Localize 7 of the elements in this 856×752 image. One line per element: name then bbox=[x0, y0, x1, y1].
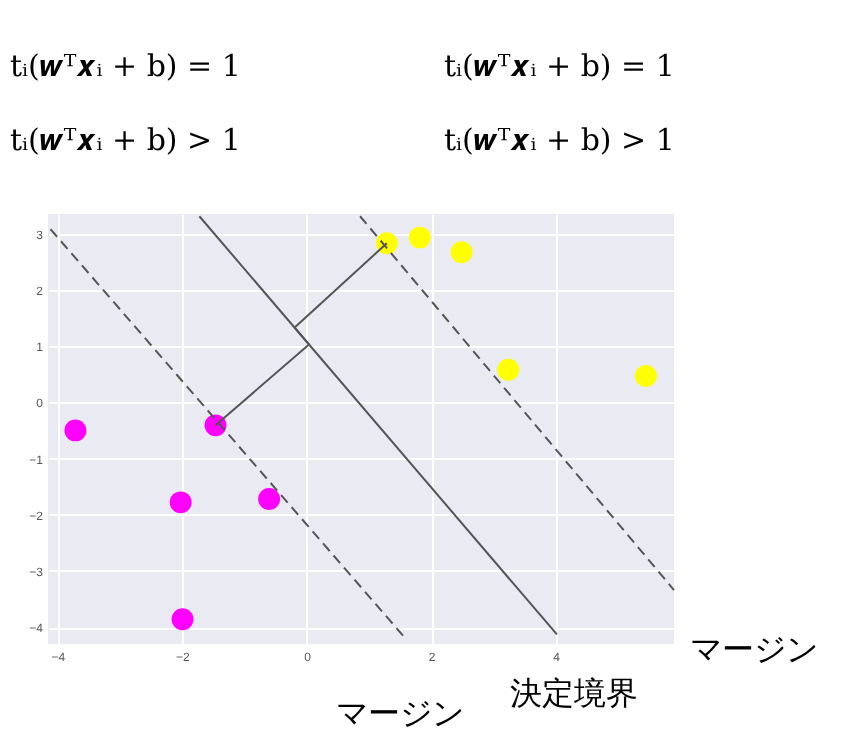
text: tᵢ(𝒘ᵀ𝒙ᵢ + b) > 1 bbox=[10, 122, 241, 158]
text: マージン bbox=[690, 630, 818, 668]
text: マージン bbox=[336, 694, 464, 732]
text: tᵢ(𝒘ᵀ𝒙ᵢ + b) = 1 bbox=[10, 48, 241, 84]
text: 決定境界 bbox=[510, 674, 638, 712]
text: tᵢ(𝒘ᵀ𝒙ᵢ + b) = 1 bbox=[444, 48, 675, 84]
text: tᵢ(𝒘ᵀ𝒙ᵢ + b) > 1 bbox=[444, 122, 675, 158]
